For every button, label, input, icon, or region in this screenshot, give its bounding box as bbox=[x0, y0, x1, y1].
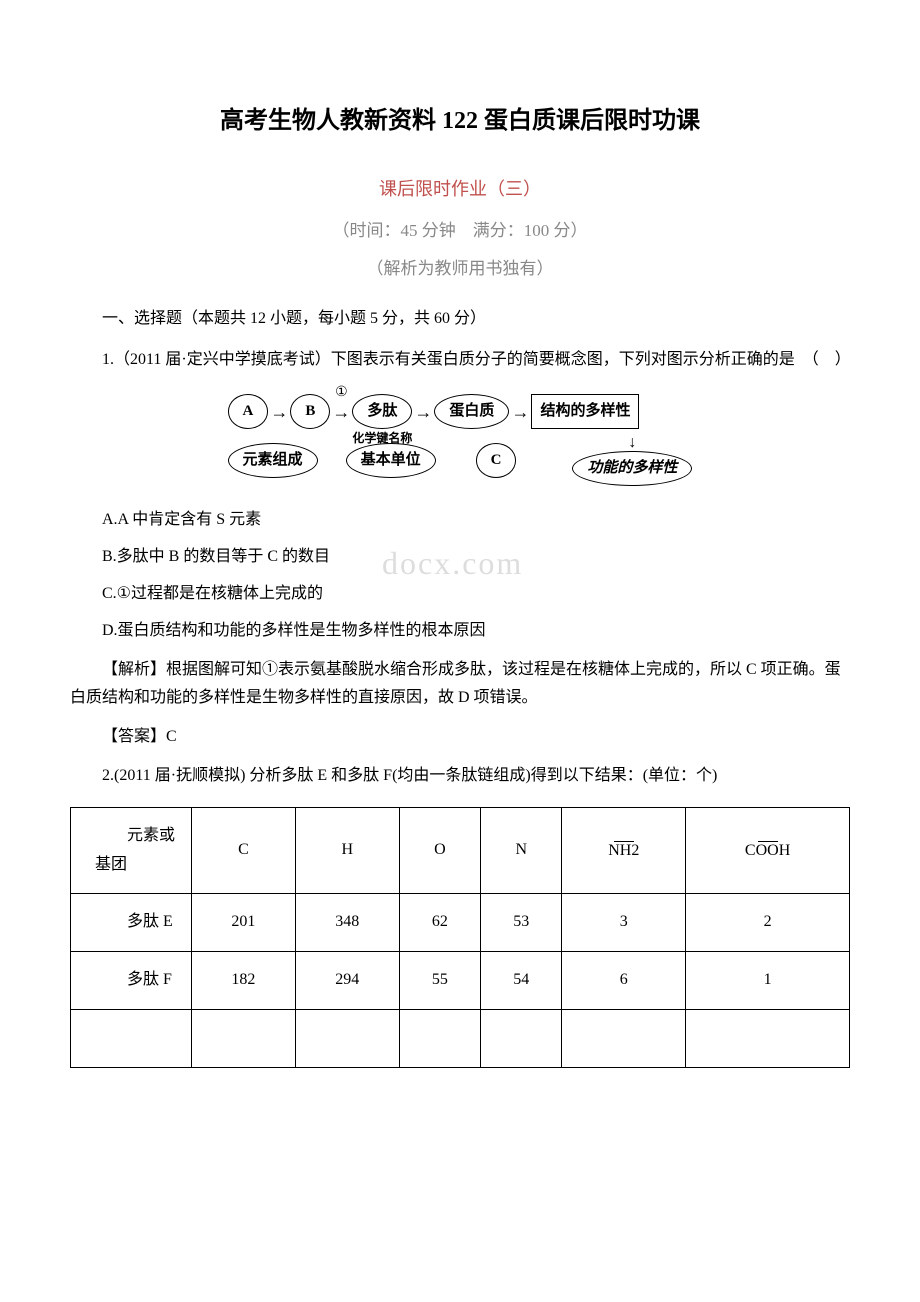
table-cell: 348 bbox=[295, 894, 399, 952]
diagram-node-a: A bbox=[228, 394, 269, 429]
watermark: docx.com bbox=[350, 535, 523, 593]
circ-label: ① bbox=[335, 380, 348, 405]
arrow-icon: → bbox=[511, 396, 529, 428]
cell-text: NH2 bbox=[608, 842, 639, 860]
table-header-row: 元素或基团 C H O N NH2 COOH bbox=[71, 807, 850, 894]
q2-stem: 2.(2011 届·抚顺模拟) 分析多肽 E 和多肽 F(均由一条肽链组成)得到… bbox=[70, 762, 850, 791]
diagram-node-protein: 蛋白质 bbox=[434, 394, 509, 429]
table-cell: 2 bbox=[686, 894, 850, 952]
table-cell: 55 bbox=[399, 952, 480, 1010]
diagram-duo-text: 多肽 bbox=[367, 403, 397, 419]
table-cell bbox=[399, 1009, 480, 1067]
diagram-node-b: B bbox=[290, 394, 330, 429]
diagram-right-col: 结构的多样性 bbox=[531, 394, 639, 429]
diagram-node-struct: 结构的多样性 bbox=[531, 394, 639, 429]
subtitle-red: 课后限时作业（三） bbox=[70, 173, 850, 205]
bond-label: 化学键名称 bbox=[352, 428, 412, 450]
cell-text: 多肽 E bbox=[127, 913, 173, 930]
table-cell: 1 bbox=[686, 952, 850, 1010]
table-header-cell: C bbox=[192, 807, 296, 894]
table-cell: 多肽 F bbox=[71, 952, 192, 1010]
table-header-cell: COOH bbox=[686, 807, 850, 894]
table-header-cell: N bbox=[481, 807, 562, 894]
table-cell: 62 bbox=[399, 894, 480, 952]
option-b-text: B.多肽中 B 的数目等于 C 的数目 bbox=[102, 548, 330, 565]
table-row: 多肽 E 201 348 62 53 3 2 bbox=[71, 894, 850, 952]
q1-answer: 【答案】C bbox=[70, 723, 850, 752]
document-page: 高考生物人教新资料 122 蛋白质课后限时功课 课后限时作业（三） （时间：45… bbox=[0, 0, 920, 1108]
q1-analysis: 【解析】根据图解可知①表示氨基酸脱水缩合形成多肽，该过程是在核糖体上完成的，所以… bbox=[70, 656, 850, 714]
table-header-cell: H bbox=[295, 807, 399, 894]
diagram-func-col: ↓ 功能的多样性 bbox=[572, 435, 692, 486]
diagram-node-elem: 元素组成 bbox=[228, 443, 318, 478]
subtitle-time: （时间：45 分钟 满分：100 分） bbox=[70, 216, 850, 247]
option-a: A.A 中肯定含有 S 元素 bbox=[70, 506, 850, 535]
section-intro: 一、选择题（本题共 12 小题，每小题 5 分，共 60 分） bbox=[70, 305, 850, 334]
table-cell: 54 bbox=[481, 952, 562, 1010]
table-header-cell: NH2 bbox=[562, 807, 686, 894]
table-cell bbox=[192, 1009, 296, 1067]
diagram-node-duo: 多肽 化学键名称 bbox=[352, 394, 412, 429]
table-cell: 294 bbox=[295, 952, 399, 1010]
table-cell: 6 bbox=[562, 952, 686, 1010]
arrow-icon: → bbox=[414, 396, 432, 428]
table-cell: 3 bbox=[562, 894, 686, 952]
table-cell bbox=[481, 1009, 562, 1067]
table-cell bbox=[71, 1009, 192, 1067]
table-cell bbox=[686, 1009, 850, 1067]
table-cell bbox=[562, 1009, 686, 1067]
diagram-node-func: 功能的多样性 bbox=[572, 451, 692, 486]
q1-options: A.A 中肯定含有 S 元素 B.多肽中 B 的数目等于 C 的数目 docx.… bbox=[70, 506, 850, 645]
table-cell: 182 bbox=[192, 952, 296, 1010]
option-d: D.蛋白质结构和功能的多样性是生物多样性的根本原因 bbox=[70, 617, 850, 646]
arrow-icon: ① → bbox=[332, 396, 350, 428]
table-cell: 53 bbox=[481, 894, 562, 952]
q1-diagram: A → B ① → 多肽 化学键名称 → 蛋白质 → 结构的多样性 bbox=[70, 394, 850, 486]
arrow-icon: → bbox=[270, 396, 288, 428]
table-cell: 多肽 E bbox=[71, 894, 192, 952]
cell-text: COOH bbox=[745, 842, 790, 860]
q1-stem: 1.（2011 届·定兴中学摸底考试）下图表示有关蛋白质分子的简要概念图，下列对… bbox=[70, 346, 850, 375]
diagram-node-c: C bbox=[476, 443, 517, 478]
subtitle-note: （解析为教师用书独有） bbox=[70, 254, 850, 285]
table-cell: 201 bbox=[192, 894, 296, 952]
table-header-cell: 元素或基团 bbox=[71, 807, 192, 894]
down-arrow-icon: ↓ bbox=[628, 435, 636, 451]
cell-text: 元素或基团 bbox=[95, 827, 175, 873]
table-row: 多肽 F 182 294 55 54 6 1 bbox=[71, 952, 850, 1010]
table-row-empty bbox=[71, 1009, 850, 1067]
cell-text: 多肽 F bbox=[127, 971, 172, 988]
q2-table: 元素或基团 C H O N NH2 COOH 多肽 E 201 348 bbox=[70, 807, 850, 1068]
page-title: 高考生物人教新资料 122 蛋白质课后限时功课 bbox=[70, 100, 850, 143]
table-cell bbox=[295, 1009, 399, 1067]
table-header-cell: O bbox=[399, 807, 480, 894]
option-b: B.多肽中 B 的数目等于 C 的数目 docx.com bbox=[70, 543, 850, 572]
